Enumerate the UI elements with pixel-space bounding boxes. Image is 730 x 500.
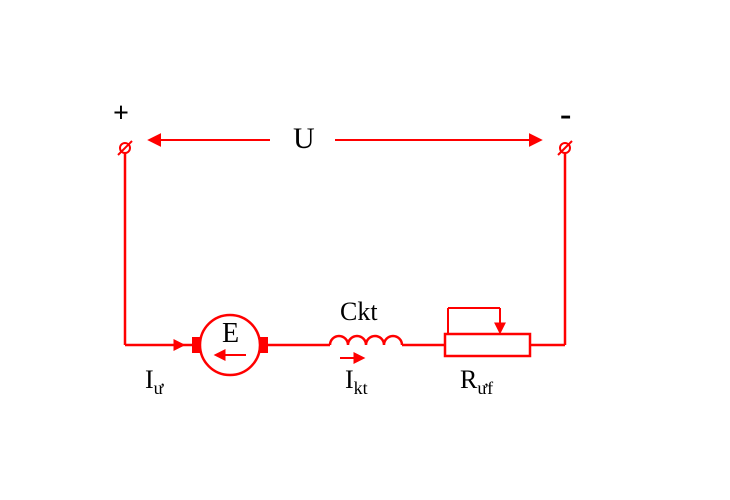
inductor-label: Ckt <box>340 297 378 326</box>
minus-label: - <box>560 96 571 133</box>
voltage-label: U <box>293 122 315 155</box>
rheostat-label: Rưf <box>460 365 493 398</box>
i-field-label: Ikt <box>345 365 368 398</box>
rheostat-ruf <box>445 308 530 356</box>
plus-label: + <box>113 98 129 129</box>
inductor-ckt <box>330 336 402 345</box>
i-armature-label: Iư <box>145 365 165 398</box>
right-terminal <box>558 141 572 155</box>
emf-label: E <box>222 318 239 349</box>
left-terminal <box>118 141 132 155</box>
circuit-diagram: + - U E Ckt Iư Ikt Rưf <box>0 0 730 500</box>
